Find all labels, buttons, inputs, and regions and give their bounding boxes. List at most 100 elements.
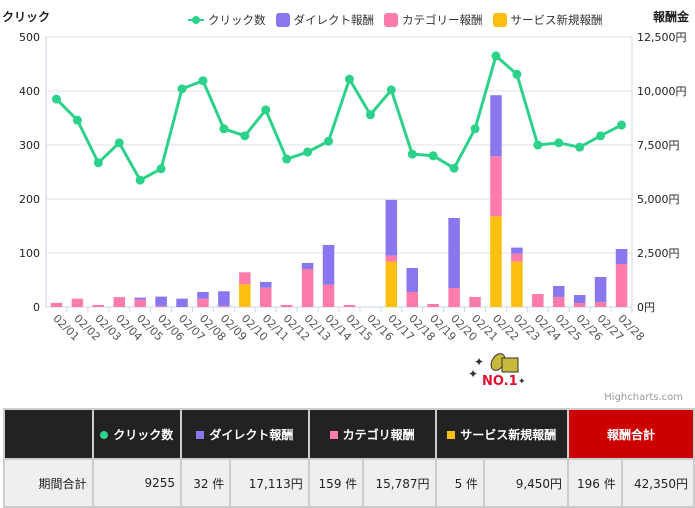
clicks-point [533, 140, 543, 150]
bar-segment [197, 298, 209, 307]
svg-text:✦: ✦ [474, 355, 484, 369]
legend-item-clicks[interactable]: クリック数 [188, 12, 266, 28]
clicks-point [428, 151, 438, 161]
clicks-point [282, 154, 292, 164]
highcharts-credit[interactable]: Highcharts.com [604, 392, 683, 403]
pink-square-icon [329, 430, 338, 439]
bar-segment [322, 244, 335, 285]
clicks-point [261, 105, 271, 115]
purple-swatch-icon [275, 13, 290, 27]
legend-label: カテゴリー報酬 [402, 13, 483, 27]
bar-segment [134, 299, 146, 307]
bar-segment [511, 253, 523, 262]
clicks-point [177, 84, 187, 94]
header-total: 報酬合計 [567, 408, 695, 460]
green-dot-icon [100, 430, 109, 439]
bar-segment [50, 302, 63, 307]
yellow-square-icon [447, 430, 456, 439]
bar-segment [532, 294, 544, 307]
bar-segment [573, 295, 586, 304]
bar-segment [406, 268, 419, 292]
left-tick-label: 0 [33, 301, 40, 314]
bar-segment [594, 302, 607, 307]
left-tick-label: 100 [19, 247, 40, 260]
right-tick-label: 5,000円 [637, 193, 680, 206]
clicks-point [219, 124, 229, 134]
clicks-point [72, 115, 82, 125]
clicks-point [114, 138, 124, 148]
legend-label: クリック数 [208, 13, 266, 27]
purple-square-icon [196, 430, 205, 439]
right-axis-title: 報酬金 [652, 10, 689, 24]
bar-segment [155, 296, 167, 306]
bar-segment [490, 156, 502, 217]
combo-chart: 0 0円 100 2,500円 200 5,000円 300 7,500円 400 10,000円… [19, 31, 687, 344]
clicks-point [512, 69, 522, 79]
clicks-point [470, 124, 480, 134]
clicks-point [198, 76, 208, 86]
right-tick-label: 10,000円 [637, 85, 687, 98]
clicks-point [365, 110, 375, 120]
bar-segment [385, 261, 398, 307]
bar-segment [385, 199, 398, 256]
bar-segment [448, 218, 460, 288]
bar-segment [427, 303, 439, 307]
header-label: サービス新規報酬 [460, 427, 557, 442]
bar-segment [469, 296, 481, 307]
legend-label: サービス新規報酬 [510, 13, 603, 27]
clicks-point [449, 163, 459, 173]
bar-segment [218, 291, 230, 306]
bar-segment [197, 291, 209, 299]
header-label: ダイレクト報酬 [209, 427, 294, 442]
svg-text:✦: ✦ [518, 377, 526, 386]
bar-segment [134, 297, 146, 300]
bar-segment [490, 95, 502, 157]
legend: クリック数 ダイレクト報酬 カテゴリー報酬 サービス新規報酬 [188, 12, 603, 28]
table-header-row: クリック数 ダイレクト報酬 カテゴリ報酬 サービス新規報酬 報酬合計 [3, 408, 695, 460]
header-label: クリック数 [113, 427, 174, 442]
bar-segment [239, 284, 251, 307]
left-tick-label: 400 [19, 85, 40, 98]
bar-segment [280, 304, 293, 307]
clicks-line [55, 54, 623, 182]
clicks-point [93, 158, 103, 168]
no1-badge: ✦ ✦ NO.1 ✦ [468, 352, 528, 389]
header-blank [3, 408, 94, 460]
left-axis-title: クリック [2, 10, 51, 24]
bar-segment [552, 296, 565, 307]
right-tick-label: 0円 [637, 301, 655, 314]
badge-text: NO.1 [482, 374, 518, 386]
clicks-point [386, 85, 396, 95]
clicks-point [240, 131, 250, 141]
legend-item-direct[interactable]: ダイレクト報酬 [275, 12, 374, 28]
coins-icon: ✦ ✦ NO.1 ✦ [468, 353, 526, 389]
total-amount: 42,350円 [620, 458, 695, 508]
bar-segment [615, 249, 628, 265]
line-marker-icon [188, 14, 204, 26]
clicks-point [575, 142, 585, 152]
clicks-point [324, 136, 334, 146]
bar-segment [511, 261, 523, 307]
bar-segment [92, 304, 105, 307]
legend-item-service[interactable]: サービス新規報酬 [492, 12, 603, 28]
yellow-swatch-icon [492, 13, 507, 27]
bar-segment [385, 255, 398, 262]
clicks-point [51, 94, 61, 104]
bar-segment [511, 247, 523, 254]
bar-segment [343, 304, 356, 307]
clicks-point [491, 51, 501, 61]
bar-segment [176, 298, 188, 307]
header-clicks: クリック数 [91, 408, 183, 460]
bar-segment [259, 281, 272, 288]
bar-segment [552, 285, 565, 297]
clicks-point [156, 164, 166, 174]
header-direct: ダイレクト報酬 [180, 408, 310, 460]
bar-segment [448, 287, 460, 307]
right-tick-label: 7,500円 [637, 139, 680, 152]
legend-item-category[interactable]: カテゴリー報酬 [384, 12, 483, 28]
bar-segment [71, 298, 84, 307]
clicks-point [617, 120, 627, 130]
clicks-point [135, 175, 145, 185]
bar-segment [239, 272, 251, 285]
bar-segment [113, 297, 126, 307]
